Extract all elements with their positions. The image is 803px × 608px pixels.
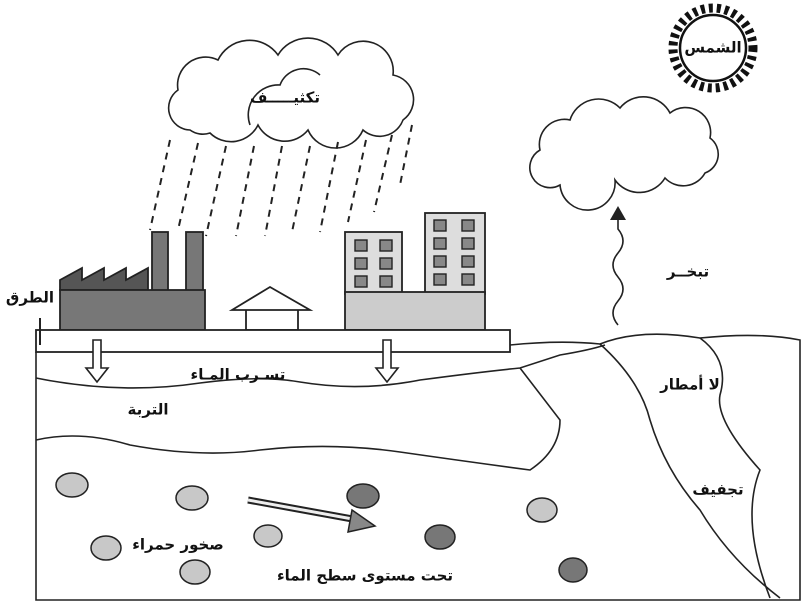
evaporation-label: تبخــر <box>666 263 709 281</box>
below-water-level-label: تحت مستوى سطح الماء <box>277 567 453 585</box>
condensation-label: تكثيـــــف <box>250 89 320 107</box>
drying-label: تجفيف <box>692 481 743 499</box>
seepage-label: تسـرب المـاء <box>191 366 286 384</box>
water-cycle-diagram: الشمس تكثيـــــف تبخــر <box>0 0 803 608</box>
no-rain-label: لا أمطار <box>659 375 720 394</box>
house <box>232 287 310 330</box>
factory <box>60 232 205 330</box>
roads-label: الطرق <box>6 289 54 307</box>
evaporation-cloud <box>530 97 718 210</box>
evaporation-arrow <box>613 214 623 325</box>
red-rocks-label: صخور حمراء <box>132 536 224 554</box>
buildings <box>345 213 485 330</box>
soil-label: التربة <box>128 401 169 419</box>
ground-layers <box>36 334 800 600</box>
road-slab <box>36 330 510 352</box>
evaporation-arrowhead <box>610 206 626 220</box>
sun-label: الشمس <box>684 39 741 57</box>
